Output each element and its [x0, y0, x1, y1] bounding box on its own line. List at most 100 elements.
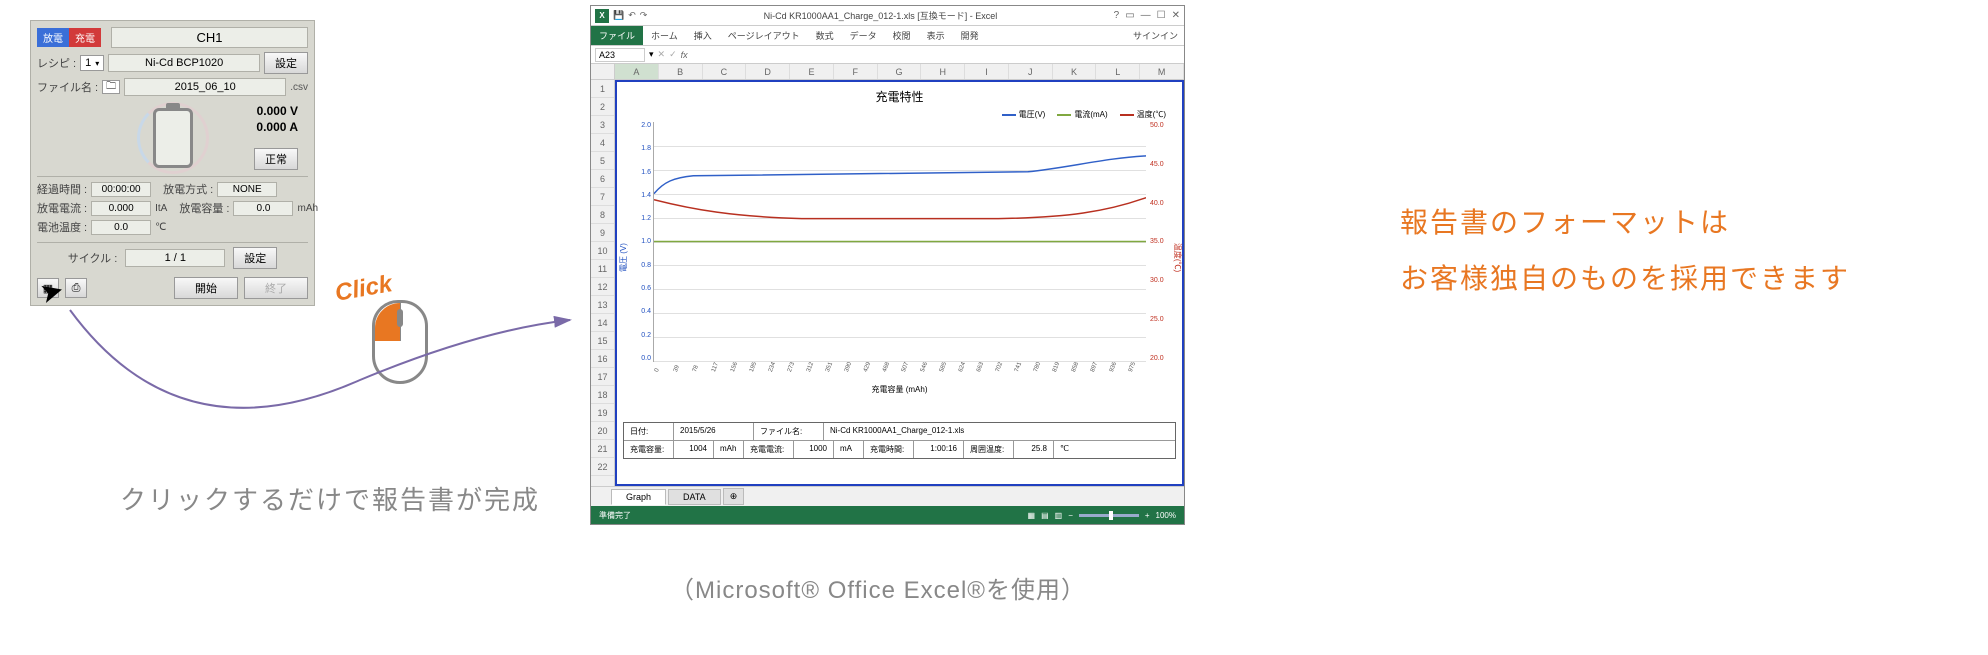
- sum-file-lbl: ファイル名:: [754, 423, 824, 440]
- view-layout-icon[interactable]: ▤: [1041, 511, 1049, 520]
- col-header[interactable]: C: [703, 64, 747, 79]
- row-header[interactable]: 15: [591, 332, 614, 350]
- col-header[interactable]: H: [921, 64, 965, 79]
- recipe-value: 1: [85, 57, 91, 69]
- namebox-dropdown-icon[interactable]: ▾: [649, 49, 654, 60]
- filename-field[interactable]: 2015_06_10: [124, 78, 286, 96]
- cycle-settings-button[interactable]: 設定: [233, 247, 277, 269]
- row-header[interactable]: 21: [591, 440, 614, 458]
- row-header[interactable]: 14: [591, 314, 614, 332]
- view-pagebreak-icon[interactable]: ▥: [1055, 511, 1063, 520]
- row-header[interactable]: 11: [591, 260, 614, 278]
- legend-item: 電流(mA): [1057, 109, 1107, 120]
- col-header[interactable]: M: [1140, 64, 1184, 79]
- row-header[interactable]: 9: [591, 224, 614, 242]
- sum-time-lbl: 充電時間:: [864, 441, 914, 458]
- channel-title: CH1: [111, 27, 308, 48]
- row-header[interactable]: 7: [591, 188, 614, 206]
- row-header[interactable]: 18: [591, 386, 614, 404]
- row-header[interactable]: 20: [591, 422, 614, 440]
- excel-logo-icon: X: [595, 9, 609, 23]
- row-header[interactable]: 8: [591, 206, 614, 224]
- row-header[interactable]: 12: [591, 278, 614, 296]
- sum-amb: 25.8: [1014, 441, 1054, 458]
- ribbon-tab-3[interactable]: ページレイアウト: [720, 26, 808, 45]
- excel-titlebar: X 💾 ↶ ↷ Ni-Cd KR1000AA1_Charge_012-1.xls…: [591, 6, 1184, 26]
- col-header[interactable]: J: [1009, 64, 1053, 79]
- print-icon-button[interactable]: ⎙: [65, 278, 87, 298]
- close-icon[interactable]: ✕: [1172, 10, 1180, 21]
- ribbon-collapse-icon[interactable]: ▭: [1125, 10, 1134, 21]
- qat-undo-icon[interactable]: ↶: [628, 10, 636, 21]
- row-header[interactable]: 5: [591, 152, 614, 170]
- row-header[interactable]: 6: [591, 170, 614, 188]
- help-icon[interactable]: ?: [1114, 10, 1120, 21]
- sum-cur-lbl: 充電電流:: [744, 441, 794, 458]
- col-header[interactable]: K: [1053, 64, 1097, 79]
- sheet-tabs: Graph DATA ⊕: [591, 486, 1184, 506]
- zoom-in-icon[interactable]: +: [1145, 511, 1150, 520]
- name-box[interactable]: A23: [595, 48, 645, 62]
- ribbon-tab-2[interactable]: 挿入: [686, 26, 720, 45]
- ribbon-tab-6[interactable]: 校閲: [885, 26, 919, 45]
- ribbon-tab-8[interactable]: 開発: [953, 26, 987, 45]
- recipe-name: Ni-Cd BCP1020: [108, 54, 260, 72]
- row-header[interactable]: 13: [591, 296, 614, 314]
- zoom-value: 100%: [1156, 511, 1176, 520]
- chart: 充電特性 電圧(V)電流(mA)温度(℃) 電圧 (V) 温度(℃) 2.01.…: [623, 86, 1176, 396]
- mode-badges: 放電 充電: [37, 28, 101, 47]
- ribbon-tab-5[interactable]: データ: [842, 26, 885, 45]
- col-header[interactable]: F: [834, 64, 878, 79]
- col-header[interactable]: I: [965, 64, 1009, 79]
- col-header[interactable]: L: [1096, 64, 1140, 79]
- fx-icon[interactable]: fx: [681, 50, 688, 60]
- start-button[interactable]: 開始: [174, 277, 238, 299]
- signin-link[interactable]: サインイン: [1127, 26, 1184, 45]
- temp-unit: ℃: [155, 222, 166, 233]
- row-header[interactable]: 3: [591, 116, 614, 134]
- sheet-tab-add[interactable]: ⊕: [723, 488, 745, 505]
- col-header[interactable]: G: [878, 64, 922, 79]
- row-header[interactable]: 16: [591, 350, 614, 368]
- qat-save-icon[interactable]: 💾: [613, 10, 624, 21]
- maximize-icon[interactable]: ☐: [1157, 10, 1166, 21]
- recipe-label: レシピ :: [37, 55, 76, 71]
- settings-button[interactable]: 設定: [264, 52, 308, 74]
- dcap-label: 放電容量 :: [179, 200, 229, 216]
- zoom-slider[interactable]: [1079, 514, 1139, 517]
- col-header[interactable]: A: [615, 64, 659, 79]
- col-header[interactable]: E: [790, 64, 834, 79]
- row-header[interactable]: 1: [591, 80, 614, 98]
- cancel-icon[interactable]: ✕: [658, 49, 666, 60]
- filename-label: ファイル名 :: [37, 79, 98, 95]
- minimize-icon[interactable]: —: [1141, 10, 1151, 21]
- status-button[interactable]: 正常: [254, 148, 298, 170]
- enter-icon[interactable]: ✓: [669, 49, 677, 60]
- col-header[interactable]: D: [746, 64, 790, 79]
- column-headers: ABCDEFGHIJKLM: [591, 64, 1184, 80]
- sum-cur: 1000: [794, 441, 834, 458]
- row-header[interactable]: 10: [591, 242, 614, 260]
- chart-title: 充電特性: [623, 86, 1176, 107]
- sheet-tab-data[interactable]: DATA: [668, 489, 721, 505]
- zoom-out-icon[interactable]: −: [1068, 511, 1073, 520]
- row-header[interactable]: 17: [591, 368, 614, 386]
- dcap-value: 0.0: [233, 201, 293, 216]
- sum-time: 1:00:16: [914, 441, 964, 458]
- sheet-tab-graph[interactable]: Graph: [611, 489, 666, 505]
- view-normal-icon[interactable]: ▦: [1028, 511, 1036, 520]
- row-header[interactable]: 4: [591, 134, 614, 152]
- col-header[interactable]: B: [659, 64, 703, 79]
- x-label: 充電容量 (mAh): [623, 384, 1176, 395]
- row-header[interactable]: 19: [591, 404, 614, 422]
- row-header[interactable]: 2: [591, 98, 614, 116]
- ribbon-tab-4[interactable]: 数式: [808, 26, 842, 45]
- ribbon-tab-0[interactable]: ファイル: [591, 26, 643, 45]
- row-header[interactable]: 22: [591, 458, 614, 476]
- ribbon-tab-1[interactable]: ホーム: [643, 26, 686, 45]
- folder-icon[interactable]: 🗀: [102, 80, 120, 94]
- voltage-readout: 0.000 V: [256, 104, 298, 118]
- recipe-dropdown[interactable]: 1: [80, 55, 104, 71]
- qat-redo-icon[interactable]: ↷: [640, 10, 648, 21]
- ribbon-tab-7[interactable]: 表示: [919, 26, 953, 45]
